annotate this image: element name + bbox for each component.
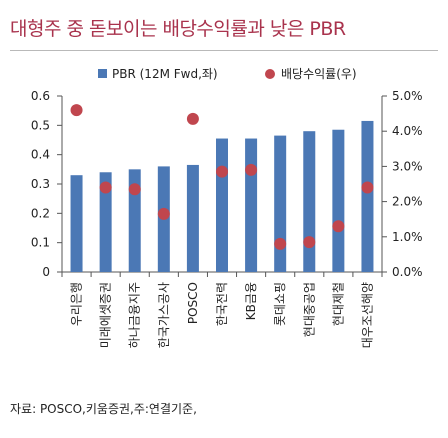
- category-label: KB금융: [244, 282, 258, 320]
- category-label: 한국가스공사: [157, 282, 171, 348]
- bar-pbr: [70, 175, 83, 272]
- point-dividend-yield: [216, 165, 228, 178]
- bar-pbr: [245, 138, 258, 272]
- category-label: 현대제철: [331, 282, 345, 326]
- point-dividend-yield: [157, 207, 170, 220]
- legend-swatch-dividend: [265, 69, 275, 79]
- bar-pbr: [216, 138, 228, 272]
- category-labels: 우리은행 미래에셋증권 하나금융지주 한국가스공사 POSCO 한국전력 KB금융 롯데쇼핑 현…: [69, 282, 375, 348]
- point-dividend-yield: [70, 104, 83, 117]
- category-label: 대우조선해양: [360, 282, 374, 348]
- chart-axes: 0 0.1 0.2 0.3 0.4 0.5 0.6 0.0% 1.0% 2.0% 3.0% 4.0% 5…: [31, 89, 423, 279]
- bar-series: [70, 120, 374, 272]
- left-axis-tick-label: 0.4: [31, 148, 50, 162]
- left-axis-tick-label: 0: [42, 265, 50, 279]
- point-dividend-yield: [332, 220, 345, 233]
- point-dividend-yield: [245, 163, 258, 176]
- point-dividend-yield: [361, 181, 374, 194]
- chart-title: 대형주 중 돋보이는 배당수익률과 낮은 PBR: [10, 18, 346, 40]
- legend: PBR (12M Fwd,좌) 배당수익률(우): [98, 67, 357, 81]
- bar-pbr: [332, 129, 345, 272]
- category-label: 미래에셋증권: [99, 282, 113, 348]
- legend-label-dividend: 배당수익률(우): [281, 67, 357, 81]
- category-label: 하나금융지주: [128, 282, 142, 348]
- right-axis-tick-label: 2.0%: [392, 195, 423, 209]
- category-label: 롯데쇼핑: [273, 282, 287, 326]
- bar-pbr: [99, 172, 112, 272]
- right-axis-tick-label: 1.0%: [392, 230, 423, 244]
- left-axis-tick-label: 0.1: [31, 236, 50, 250]
- left-axis-tick-label: 0.2: [31, 206, 50, 220]
- left-axis-tick-label: 0.3: [31, 177, 50, 191]
- point-dividend-yield: [128, 183, 141, 196]
- left-axis-tick-label: 0.5: [31, 118, 50, 132]
- point-dividend-yield: [303, 236, 316, 249]
- combo-chart: PBR (12M Fwd,좌) 배당수익률(우) 0 0.1 0.2 0.3 0.4 0.5…: [31, 67, 423, 348]
- source-note: 자료: POSCO,키움증권,주:연결기준,: [10, 402, 197, 416]
- legend-label-pbr: PBR (12M Fwd,좌): [112, 67, 218, 81]
- right-axis-tick-label: 5.0%: [392, 89, 423, 103]
- bar-pbr: [303, 131, 316, 272]
- title-divider: [10, 50, 438, 51]
- right-axis-tick-label: 0.0%: [392, 265, 423, 279]
- point-dividend-yield: [274, 237, 287, 250]
- point-dividend-yield: [99, 181, 112, 194]
- left-axis-tick-label: 0.6: [31, 89, 50, 103]
- category-label: 한국전력: [215, 282, 229, 326]
- bar-pbr: [186, 164, 199, 272]
- bar-pbr: [128, 169, 141, 272]
- category-label: 현대중공업: [302, 282, 316, 337]
- category-label: 우리은행: [69, 282, 84, 326]
- bar-pbr: [274, 135, 287, 272]
- category-label: POSCO: [186, 282, 200, 324]
- right-axis-tick-label: 4.0%: [392, 124, 423, 138]
- point-dividend-yield: [186, 112, 199, 125]
- dot-series: [70, 104, 374, 250]
- right-axis-tick-label: 3.0%: [392, 159, 423, 173]
- legend-swatch-pbr: [98, 69, 107, 78]
- bar-pbr: [361, 120, 374, 272]
